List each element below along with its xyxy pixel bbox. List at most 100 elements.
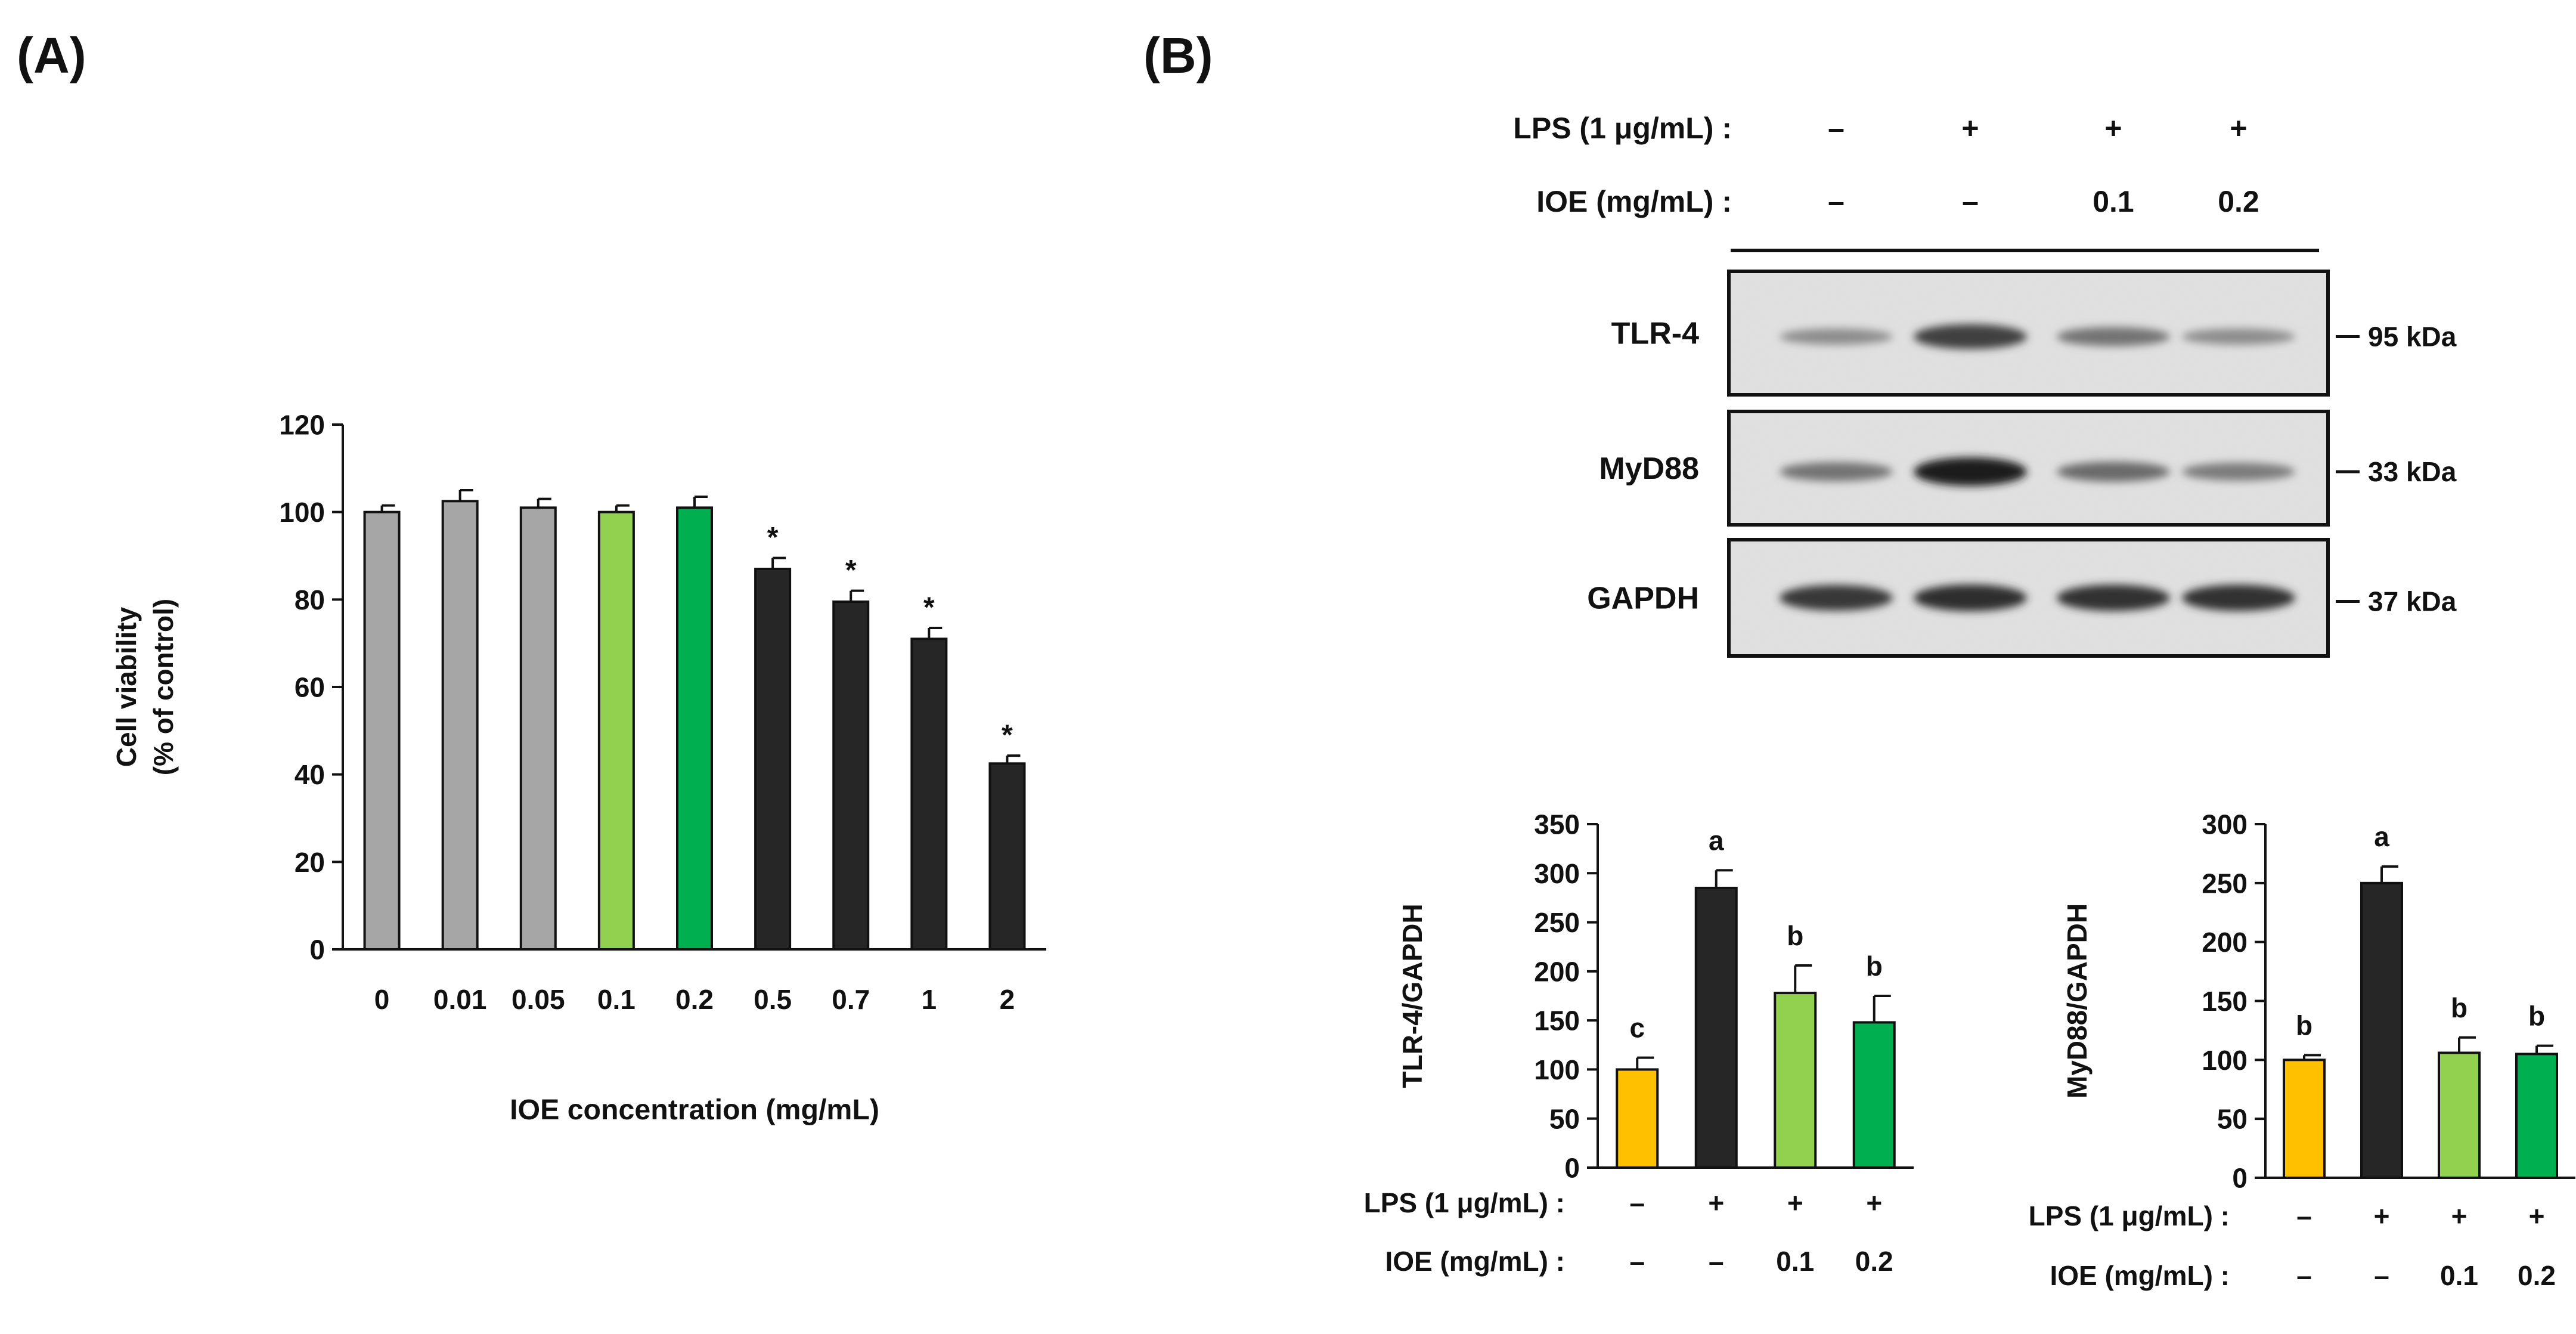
tlr4-y-tick-label: 0	[1564, 1153, 1580, 1184]
cell-viability-bar	[597, 510, 635, 951]
cell-viability-annotation: *	[923, 592, 935, 624]
myd88-row-value: +	[2529, 1200, 2545, 1231]
blot-header-value: –	[1962, 185, 1979, 218]
tlr4-y-tick-label: 300	[1534, 858, 1580, 889]
tlr4-y-tick-label: 200	[1534, 956, 1580, 987]
cell-viability-bar	[441, 500, 479, 951]
blot-band	[2182, 462, 2295, 481]
blot-header-value: +	[2104, 112, 2122, 145]
blot-header-value: 0.1	[2093, 185, 2134, 218]
cell-viability-annotation: *	[1002, 719, 1013, 751]
cell-viability-bar	[988, 762, 1026, 951]
western-blot: LPS (1 μg/mL) : – + + + IOE (mg/mL) : – – 0.1 0.2…	[1513, 112, 2457, 658]
myd88-annotation: b	[2451, 992, 2467, 1023]
cell-viability-bar	[519, 506, 557, 951]
tlr4-y-tick-label: 100	[1534, 1054, 1580, 1085]
blot-header-value: –	[1828, 112, 1845, 145]
cell-viability-x-tick-label: 2	[1000, 984, 1015, 1015]
myd88-row-label: LPS (1 μg/mL) :	[2029, 1200, 2230, 1231]
chart-cell-viability: 0 20 40 60 80 100 120 0 0.01 0.05 0.1 0.2 * 0.5 * 0.7 * 1…	[111, 410, 1046, 1126]
cell-viability-y-label: (% of control)	[148, 599, 179, 775]
cell-viability-y-tick-label: 60	[295, 672, 325, 703]
blot-header-label: IOE (mg/mL) :	[1536, 185, 1732, 218]
cell-viability-y-tick-label: 80	[295, 584, 325, 615]
blot-marker-size: 33 kDa	[2368, 456, 2457, 487]
tlr4-annotation: b	[1866, 951, 1883, 982]
panel-label-a: (A)	[17, 27, 86, 83]
cell-viability-y-tick-label: 100	[279, 497, 325, 528]
myd88-y-tick-label: 200	[2202, 927, 2248, 958]
blot-band	[1914, 324, 2027, 349]
tlr4-annotation: b	[1787, 920, 1803, 951]
myd88-annotation: b	[2296, 1010, 2312, 1041]
tlr4-row-value: –	[1709, 1246, 1724, 1277]
tlr4-row-label: IOE (mg/mL) :	[1385, 1246, 1565, 1277]
myd88-y-tick-label: 0	[2232, 1163, 2248, 1194]
cell-viability-y-tick-label: 0	[309, 934, 325, 965]
cell-viability-x-tick-label: 0.05	[512, 984, 565, 1015]
cell-viability-y-tick-label: 20	[295, 847, 325, 878]
tlr4-bar	[1852, 1021, 1896, 1169]
blot-band	[2057, 327, 2170, 346]
tlr4-y-tick-label: 50	[1549, 1103, 1580, 1134]
blot-marker-size: 95 kDa	[2368, 321, 2457, 352]
cell-viability-x-tick-label: 0.2	[675, 984, 714, 1015]
cell-viability-y-label: Cell viability	[111, 606, 142, 767]
blot-band	[1780, 462, 1893, 481]
cell-viability-x-tick-label: 1	[922, 984, 937, 1015]
tlr4-row-value: 0.2	[1855, 1246, 1893, 1277]
tlr4-y-tick-label: 150	[1534, 1005, 1580, 1036]
tlr4-row-value: +	[1787, 1187, 1803, 1218]
myd88-bar	[2515, 1053, 2558, 1179]
tlr4-y-tick-label: 250	[1534, 907, 1580, 938]
tlr4-row-value: +	[1708, 1187, 1724, 1218]
myd88-y-tick-label: 250	[2202, 868, 2248, 899]
myd88-row-label: IOE (mg/mL) :	[2050, 1260, 2230, 1291]
chart-tlr4-gapdh: 0 50 100 150 200 250 300 350 c a b b TLR-4/GAPDH LPS …	[1364, 809, 1914, 1277]
blot-band	[2057, 584, 2170, 611]
myd88-y-tick-label: 100	[2202, 1045, 2248, 1076]
panel-label-b: (B)	[1143, 27, 1213, 83]
myd88-y-tick-label: 300	[2202, 809, 2248, 840]
cell-viability-bar	[754, 568, 792, 951]
tlr4-row-value: +	[1866, 1187, 1882, 1218]
myd88-y-tick-label: 50	[2217, 1104, 2248, 1135]
myd88-bar	[2438, 1051, 2481, 1180]
blot-header-value: –	[1828, 185, 1845, 218]
blot-band	[2182, 584, 2295, 611]
cell-viability-bar	[676, 506, 713, 951]
cell-viability-x-tick-label: 0	[374, 984, 390, 1015]
cell-viability-x-tick-label: 0.7	[832, 984, 870, 1015]
cell-viability-x-tick-label: 0.1	[597, 984, 636, 1015]
tlr4-row-value: –	[1629, 1246, 1645, 1277]
tlr4-y-label: TLR-4/GAPDH	[1397, 903, 1428, 1088]
tlr4-bar	[1694, 886, 1738, 1169]
blot-band	[1914, 457, 2027, 486]
cell-viability-x-tick-label: 0.01	[433, 984, 487, 1015]
myd88-row-value: +	[2374, 1200, 2390, 1231]
blot-band	[1780, 584, 1893, 611]
cell-viability-bar	[910, 637, 948, 951]
myd88-bar	[2360, 881, 2403, 1180]
tlr4-row-value: –	[1629, 1187, 1645, 1218]
myd88-row-value: –	[2296, 1200, 2312, 1231]
blot-band	[2057, 462, 2170, 482]
myd88-annotation: b	[2528, 1001, 2545, 1032]
tlr4-row-value: 0.1	[1776, 1246, 1814, 1277]
myd88-y-tick-label: 150	[2202, 986, 2248, 1017]
myd88-annotation: a	[2374, 821, 2389, 852]
tlr4-annotation: c	[1629, 1013, 1645, 1044]
cell-viability-annotation: *	[845, 555, 857, 587]
tlr4-row-label: LPS (1 μg/mL) :	[1364, 1187, 1565, 1218]
myd88-row-value: –	[2374, 1260, 2389, 1291]
tlr4-bar	[1774, 992, 1817, 1169]
myd88-row-value: 0.1	[2440, 1260, 2478, 1291]
blot-header-label: LPS (1 μg/mL) :	[1513, 112, 1732, 145]
chart-myd88-gapdh: 0 50 100 150 200 250 300 b a b b MyD88/GAPDH LPS (1 …	[2029, 809, 2575, 1291]
cell-viability-x-label: IOE concentration (mg/mL)	[510, 1094, 879, 1126]
myd88-y-label: MyD88/GAPDH	[2062, 903, 2093, 1098]
myd88-row-value: –	[2296, 1260, 2312, 1291]
blot-header-value: +	[1961, 112, 1979, 145]
cell-viability-y-tick-label: 120	[279, 410, 325, 441]
myd88-row-value: 0.2	[2518, 1260, 2556, 1291]
